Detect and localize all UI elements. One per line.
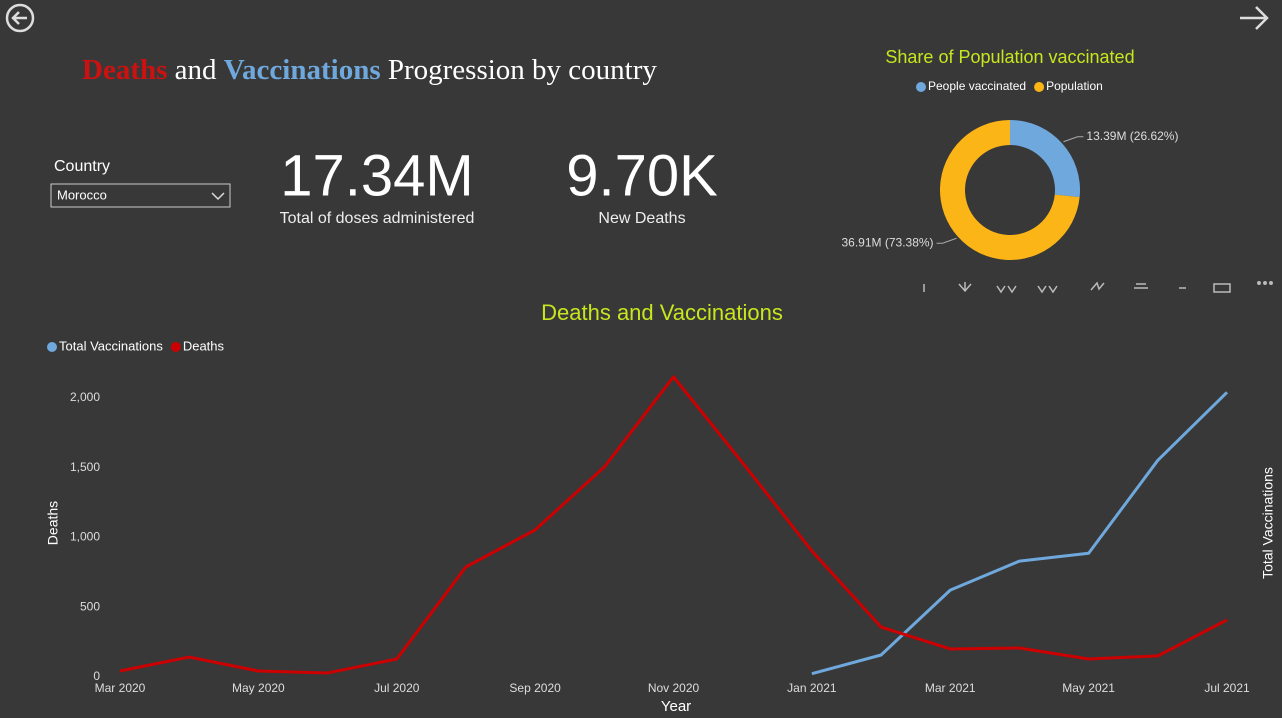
y-tick-label: 2,000 bbox=[70, 390, 100, 404]
data-label: 36.91M (73.38%) bbox=[842, 235, 934, 249]
kpi-value: 9.70K bbox=[566, 143, 718, 208]
legend-label: People vaccinated bbox=[928, 79, 1026, 93]
chart-title: Share of Population vaccinated bbox=[885, 47, 1134, 67]
forward-button[interactable] bbox=[1240, 6, 1269, 30]
x-tick-label: Mar 2020 bbox=[95, 681, 146, 695]
title-part: Vaccinations bbox=[224, 54, 381, 86]
page-title: Deaths and Vaccinations Progression by c… bbox=[82, 54, 657, 86]
leader-line bbox=[1063, 136, 1084, 143]
y-axis-label: Deaths bbox=[45, 501, 61, 545]
title-part: Deaths bbox=[82, 54, 167, 86]
chart-title: Deaths and Vaccinations bbox=[541, 300, 783, 325]
y-tick-label: 1,000 bbox=[70, 530, 100, 544]
kpi-value: 17.34M bbox=[280, 143, 473, 208]
donut-slice bbox=[1010, 120, 1080, 198]
legend-label: Population bbox=[1046, 79, 1103, 93]
x-tick-label: Jan 2021 bbox=[787, 681, 837, 695]
y2-axis-label: Total Vaccinations bbox=[1260, 467, 1276, 579]
x-tick-label: Nov 2020 bbox=[648, 681, 700, 695]
y-tick-label: 1,500 bbox=[70, 460, 100, 474]
data-label: 13.39M (26.62%) bbox=[1086, 129, 1178, 143]
legend-swatch bbox=[170, 342, 181, 352]
series-line bbox=[119, 375, 1228, 675]
x-tick-label: Mar 2021 bbox=[925, 681, 976, 695]
x-tick-label: May 2021 bbox=[1062, 681, 1115, 695]
x-axis-label: Year bbox=[661, 698, 691, 715]
series-line bbox=[811, 391, 1229, 676]
x-tick-label: May 2020 bbox=[232, 681, 285, 695]
legend-label: Total Vaccinations bbox=[59, 338, 163, 353]
x-tick-label: Sep 2020 bbox=[509, 681, 561, 695]
slicer-dropdown[interactable]: Morocco bbox=[50, 183, 231, 208]
kpi-label: New Deaths bbox=[598, 210, 685, 227]
slicer-label: Country bbox=[54, 158, 110, 175]
legend-label: Deaths bbox=[183, 338, 225, 353]
title-part: Progression by country bbox=[388, 54, 658, 86]
visual-toolbar[interactable] bbox=[923, 281, 1273, 294]
slicer-value: Morocco bbox=[57, 187, 107, 202]
donut-slice bbox=[940, 120, 1080, 260]
back-button[interactable] bbox=[5, 3, 35, 33]
legend-swatch bbox=[916, 82, 926, 92]
legend-swatch bbox=[47, 342, 57, 352]
y-tick-label: 500 bbox=[80, 599, 100, 613]
legend-swatch bbox=[1034, 82, 1045, 92]
title-part: and bbox=[175, 54, 217, 86]
kpi-label: Total of doses administered bbox=[280, 210, 475, 227]
x-tick-label: Jul 2021 bbox=[1204, 681, 1250, 695]
x-tick-label: Jul 2020 bbox=[374, 681, 420, 695]
y-tick-label: 0 bbox=[93, 669, 100, 683]
leader-line bbox=[936, 237, 957, 244]
